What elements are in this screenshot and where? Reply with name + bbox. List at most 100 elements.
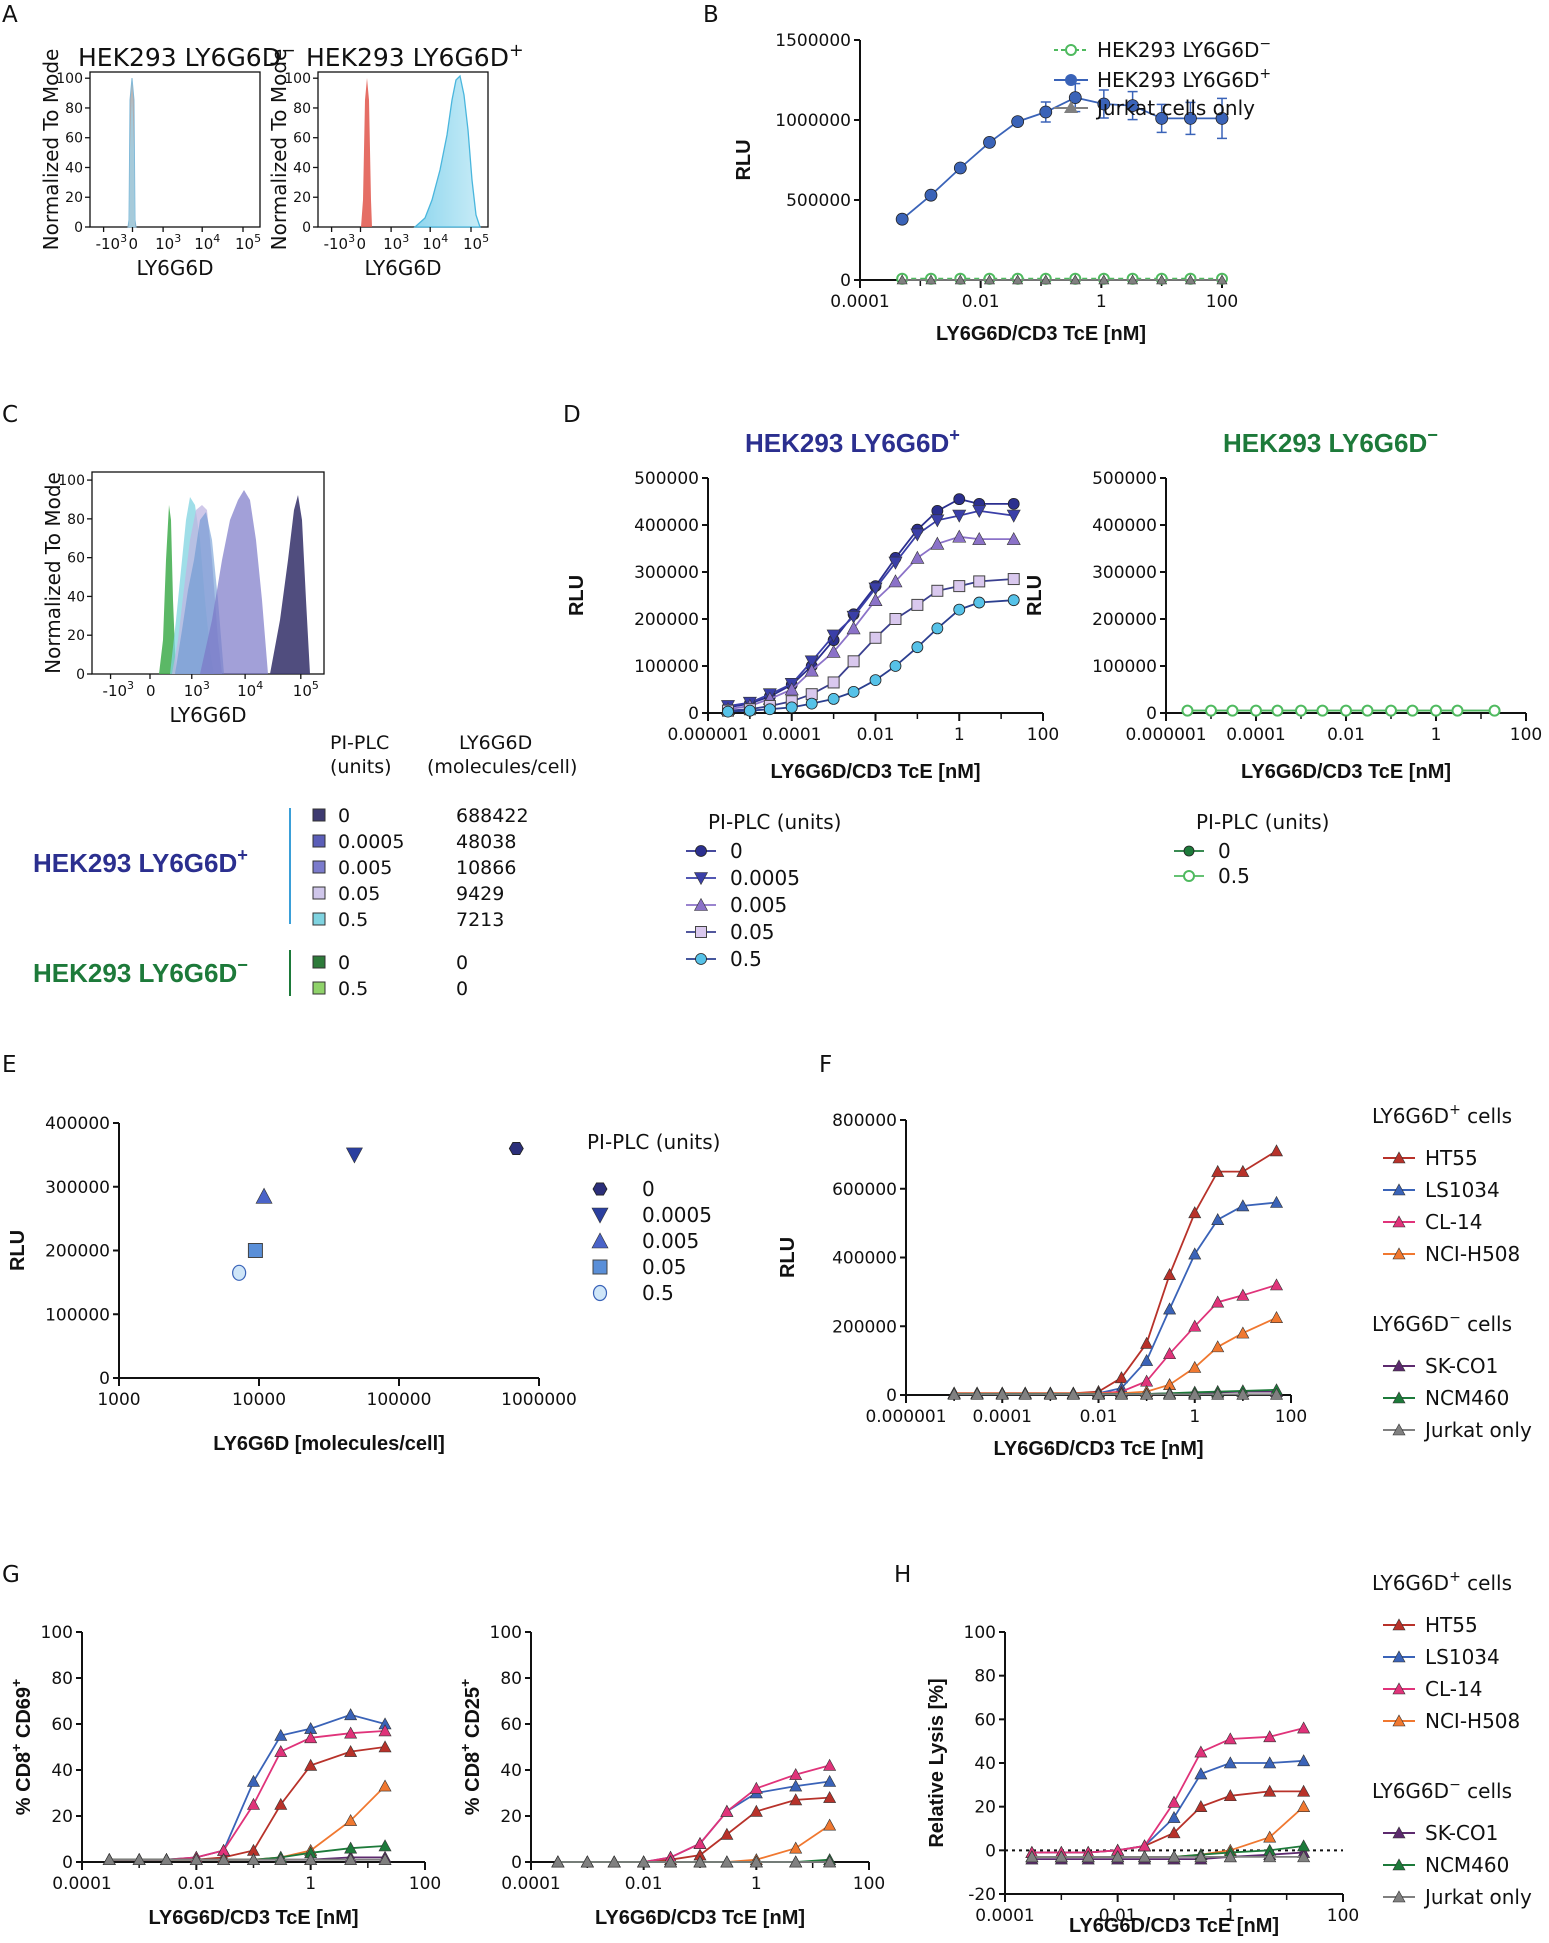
hist-a2-title: HEK293 LY6G6D+ <box>306 41 524 72</box>
data-point-CL-14-5 <box>246 1797 261 1810</box>
y-tick-label: 200000 <box>45 1242 110 1262</box>
data-point-HT55-6 <box>274 1797 288 1810</box>
hist-a1-peak-blue <box>129 82 135 227</box>
y-tick-label: 400000 <box>832 1249 897 1269</box>
chart-d-plus: 0 100000 200000 300000 400000 500000 0.000001 0… <box>566 469 1059 783</box>
x-tick-label: 0.0001 <box>501 1874 560 1894</box>
legend-d-marker-1 <box>693 872 709 886</box>
y-tick-label: 0 <box>1146 704 1157 724</box>
legend-d-marker-0 <box>695 845 707 857</box>
x-tick-label: 0.000001 <box>667 725 748 745</box>
data-point-Jurkat only-7 <box>1114 1387 1128 1400</box>
y-tick-label: 0 <box>511 1853 522 1873</box>
hist-y-tick-label: 60 <box>67 551 85 567</box>
hist-y-tick-label: 0 <box>74 220 83 236</box>
chart-d-minus: 0 100000 200000 300000 400000 500000 0.000001 0… <box>1024 469 1542 783</box>
x-tick-label: 1 <box>751 1874 762 1894</box>
data-point-LS1034-13 <box>1270 1195 1284 1208</box>
c-molecules-plus-0: 688422 <box>456 805 529 827</box>
data-point-0.5-7 <box>1340 704 1352 717</box>
data-point-Jurkat only-6 <box>274 1853 288 1865</box>
data-point-0.0005-11 <box>952 509 967 523</box>
c-molecules-minus-0: 0 <box>456 952 468 974</box>
legend-pos-header: LY6G6D+ cells <box>1372 1102 1512 1128</box>
data-point-0.5-5 <box>1295 704 1307 717</box>
data-point-LS1034-9 <box>823 1774 837 1787</box>
legend-cell-marker-Jurkat only <box>1392 1890 1406 1903</box>
y-axis-label: RLU <box>1024 575 1046 616</box>
data-point-HEK293 LY6G6D+-7 <box>1097 97 1111 111</box>
legend-e-marker-1 <box>591 1207 609 1224</box>
data-point-HEK293 LY6G6D+-10 <box>1184 112 1197 125</box>
y-tick-label: 300000 <box>634 563 699 583</box>
data-point-LS1034-8 <box>344 1708 358 1721</box>
x-tick-label: 0.000001 <box>865 1407 946 1427</box>
x-tick-label: 100 <box>853 1874 885 1894</box>
y-tick-label: 60 <box>500 1715 522 1735</box>
data-point-0.5-2 <box>1226 704 1239 717</box>
data-point-0.5-2 <box>763 703 776 716</box>
panel-letter-e: E <box>2 1052 17 1078</box>
legend-dm-label-1: 0.5 <box>1218 864 1250 888</box>
hist-y-tick-label: 80 <box>293 101 311 117</box>
y-tick-label: 400000 <box>45 1114 110 1134</box>
data-point-HEK293 LY6G6D+-8 <box>1126 99 1140 112</box>
hist-x-tick-label: 105 <box>293 679 319 700</box>
y-tick-label: 40 <box>500 1761 522 1781</box>
panel-c: 0 20 40 60 80 100 -103 0 103 104 105 LY6G6D Normaliz… <box>33 471 577 1000</box>
hist-a1-title: HEK293 LY6G6D− <box>78 41 296 72</box>
data-point-HT55-8 <box>1140 1336 1154 1349</box>
data-point-HT55-5 <box>1167 1826 1181 1839</box>
legend-e-label-4: 0.5 <box>642 1281 674 1305</box>
data-point-HT55-13 <box>1270 1144 1284 1157</box>
data-point-Jurkat cells only-1 <box>925 274 937 285</box>
data-point-HT55-12 <box>1236 1164 1250 1177</box>
data-point-0.5-1 <box>1205 704 1217 717</box>
series-line-HT55 <box>1031 1790 1304 1854</box>
x-tick-label: 100 <box>1275 1407 1307 1427</box>
data-point-0.05-5 <box>827 676 840 689</box>
legend-d-marker-3 <box>695 926 707 938</box>
data-point-0.05-9 <box>911 598 924 611</box>
hist-x-tick-label: 105 <box>235 232 261 253</box>
data-point-0.005-3 <box>784 682 799 696</box>
hist-y-label: Normalized To Mode <box>41 472 65 674</box>
legend-e-marker-2 <box>591 1232 609 1249</box>
c-swatch-minus-1 <box>312 981 326 995</box>
x-tick-label: 0.01 <box>1099 1906 1137 1926</box>
data-point-HEK293 LY6G6D+-9 <box>1155 112 1169 125</box>
hist-a1-frame <box>89 71 261 228</box>
legend-pos-header: LY6G6D+ cells <box>1372 1569 1512 1595</box>
legend-b-hek-plus: HEK293 LY6G6D+ <box>1097 66 1271 92</box>
data-point-0.5-11 <box>953 603 966 616</box>
y-tick-label: 1500000 <box>775 31 851 51</box>
data-point-NCM460-9 <box>1297 1839 1311 1852</box>
x-tick-label: 1 <box>1431 725 1442 745</box>
c-group-minus: HEK293 LY6G6D− <box>33 955 248 988</box>
data-point-Jurkat only-0 <box>947 1387 961 1400</box>
x-tick-label: 0.01 <box>857 725 895 745</box>
data-point-CL-14-5 <box>693 1836 707 1849</box>
legend-b: HEK293 LY6G6D− HEK293 LY6G6D+ Jurkat cel… <box>1054 36 1271 120</box>
hist-y-label: Normalized To Mode <box>39 49 63 251</box>
legend-e-marker-3 <box>592 1259 608 1275</box>
data-point-0.05-13 <box>1007 573 1020 586</box>
data-point-CL-14-8 <box>789 1767 803 1780</box>
data-point-LS1034-5 <box>246 1774 261 1787</box>
data-point-0.5-12 <box>973 596 986 609</box>
y-tick-label: 100000 <box>634 657 699 677</box>
data-point-Jurkat only-2 <box>159 1853 173 1865</box>
data-point-HT55-9 <box>378 1740 392 1753</box>
panel-letter-c: C <box>2 402 18 428</box>
data-point-CL-14-5 <box>1167 1795 1181 1808</box>
chart-g-cd69: 0 20 40 60 80 100 0.0001 0.01 1 100 LY6G6D/CD3 TcE… <box>8 1623 441 1929</box>
chart-h: -20 0 20 40 60 80 100 0.0001 0.01 1 100 LY6G6D/CD3 … <box>926 1623 1359 1937</box>
x-axis-label: LY6G6D/CD3 TcE [nM] <box>993 1438 1203 1460</box>
data-point-Jurkat only-1 <box>132 1853 146 1865</box>
y-tick-label: 500000 <box>634 469 699 489</box>
panel-e: 0 100000 200000 300000 400000 1000 10000 100000… <box>7 1114 720 1455</box>
e-point-0 <box>508 1142 524 1155</box>
data-point-CL-14-6 <box>1194 1745 1208 1758</box>
y-tick-label: 100 <box>490 1623 522 1643</box>
